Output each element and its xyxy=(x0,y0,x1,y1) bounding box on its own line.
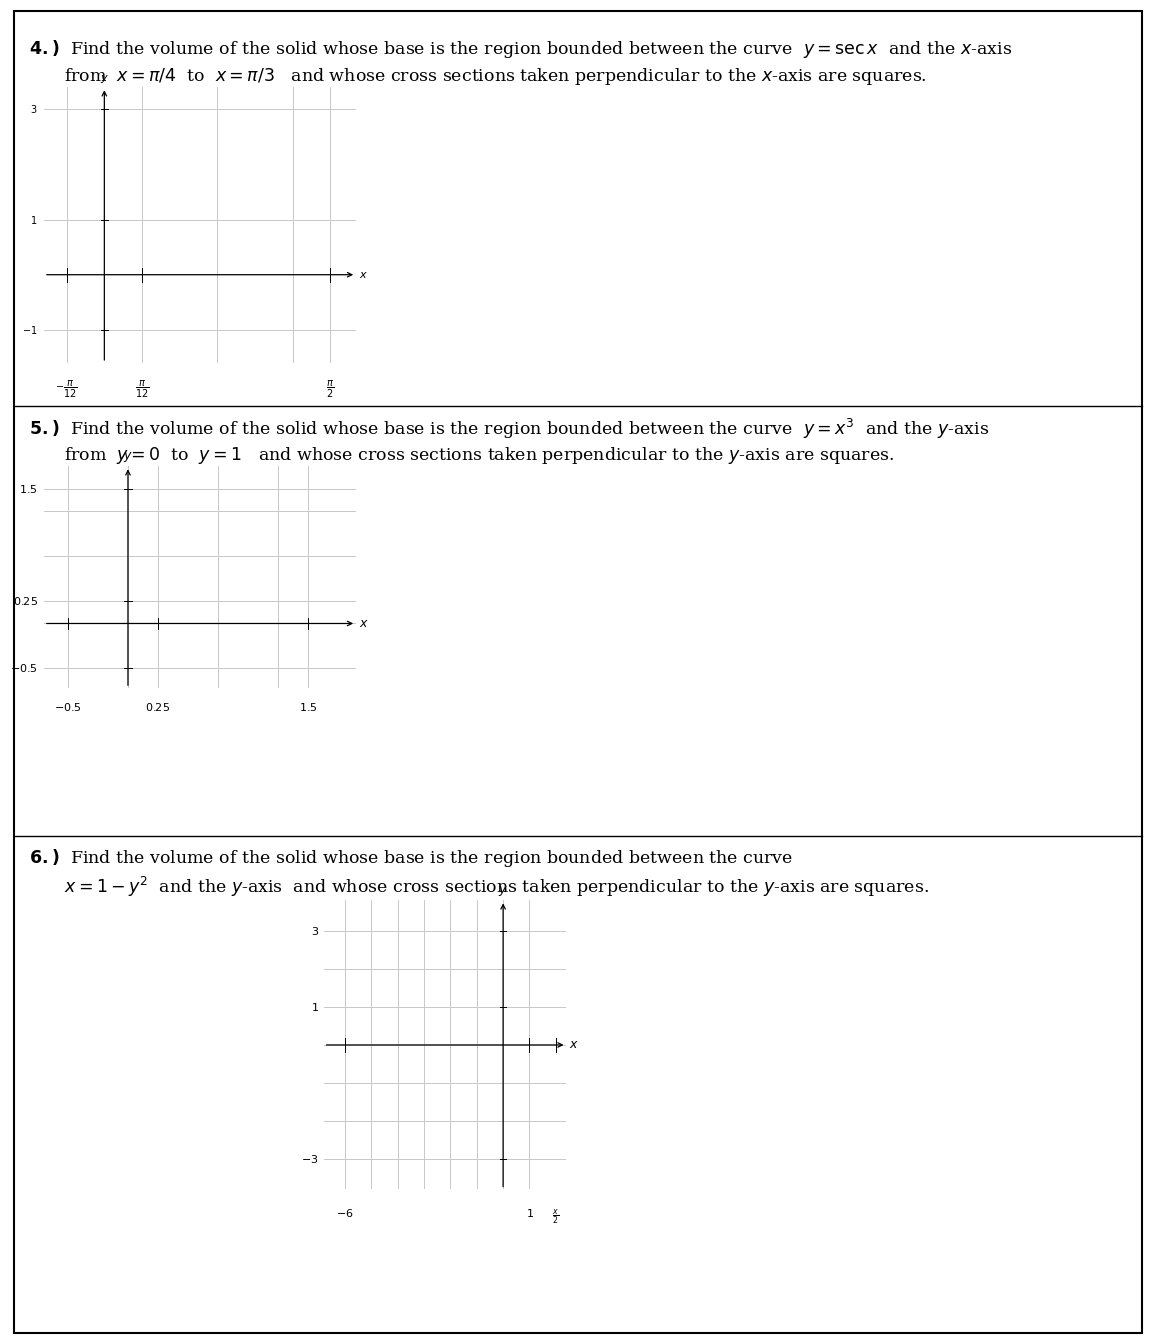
Text: $1.5$: $1.5$ xyxy=(18,482,38,495)
Text: $x$: $x$ xyxy=(569,1039,579,1051)
Text: $\mathbf{6.)}$  Find the volume of the solid whose base is the region bounded be: $\mathbf{6.)}$ Find the volume of the so… xyxy=(29,847,793,868)
Text: $x$: $x$ xyxy=(360,617,369,630)
Text: $\dfrac{\pi}{2}$: $\dfrac{\pi}{2}$ xyxy=(326,379,334,401)
Text: $0.25$: $0.25$ xyxy=(146,702,170,714)
Text: $x = 1 - y^2$  and the $y$-axis  and whose cross sections taken perpendicular to: $x = 1 - y^2$ and the $y$-axis and whose… xyxy=(64,875,928,899)
Text: $1.5$: $1.5$ xyxy=(298,702,318,714)
Text: $1$: $1$ xyxy=(526,1207,533,1219)
Text: $\dfrac{\pi}{12}$: $\dfrac{\pi}{12}$ xyxy=(135,379,149,401)
Text: $1$: $1$ xyxy=(311,1001,319,1013)
Text: $0.25$: $0.25$ xyxy=(13,595,38,607)
Text: from  $x = \pi /4$  to  $x = \pi /3$   and whose cross sections taken perpendicu: from $x = \pi /4$ to $x = \pi /3$ and wh… xyxy=(64,66,926,87)
Text: from  $y = 0$  to  $y = 1$   and whose cross sections taken perpendicular to the: from $y = 0$ to $y = 1$ and whose cross … xyxy=(64,445,894,466)
Text: $\mathbf{5.)}$  Find the volume of the solid whose base is the region bounded be: $\mathbf{5.)}$ Find the volume of the so… xyxy=(29,417,990,441)
Text: $-0.5$: $-0.5$ xyxy=(9,663,38,675)
Text: $-6$: $-6$ xyxy=(336,1207,354,1219)
Text: $3$: $3$ xyxy=(311,925,319,937)
Text: $x$: $x$ xyxy=(360,270,368,280)
Text: $1$: $1$ xyxy=(30,214,38,226)
Text: $\frac{x}{2}$: $\frac{x}{2}$ xyxy=(553,1207,560,1226)
Text: $-1$: $-1$ xyxy=(22,324,38,336)
Text: $y$: $y$ xyxy=(99,73,109,85)
Text: $-\dfrac{\pi}{12}$: $-\dfrac{\pi}{12}$ xyxy=(55,379,77,401)
Text: $y$: $y$ xyxy=(123,450,133,464)
Text: $y$: $y$ xyxy=(498,883,507,898)
Text: $-3$: $-3$ xyxy=(302,1153,319,1165)
Text: $-0.5$: $-0.5$ xyxy=(54,702,82,714)
Text: $3$: $3$ xyxy=(30,103,38,116)
Text: $\mathbf{4.)}$  Find the volume of the solid whose base is the region bounded be: $\mathbf{4.)}$ Find the volume of the so… xyxy=(29,38,1013,59)
